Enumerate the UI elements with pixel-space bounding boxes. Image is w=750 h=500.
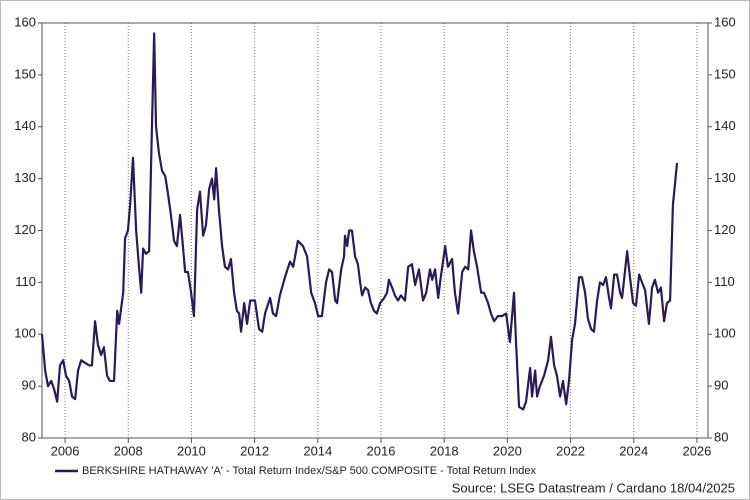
y2-tick-label: 140 [714, 118, 736, 133]
y-tick-label: 100 [14, 326, 36, 341]
x-tick-label: 2014 [303, 443, 332, 458]
y-tick-label: 90 [22, 378, 36, 393]
y-tick-label: 130 [14, 170, 36, 185]
y2-tick-label: 160 [714, 14, 736, 29]
y-tick-label: 120 [14, 222, 36, 237]
y-tick-label: 160 [14, 14, 36, 29]
y-tick-label: 110 [15, 274, 36, 289]
x-tick-label: 2008 [114, 443, 143, 458]
y2-tick-label: 150 [714, 66, 736, 81]
x-tick-label: 2026 [682, 443, 711, 458]
y2-tick-label: 90 [714, 378, 728, 393]
x-tick-label: 2012 [240, 443, 269, 458]
x-tick-label: 2022 [556, 443, 585, 458]
y2-tick-label: 80 [714, 429, 728, 444]
y2-tick-label: 130 [714, 170, 736, 185]
x-tick-label: 2010 [177, 443, 206, 458]
y-tick-label: 150 [14, 66, 36, 81]
y-tick-label: 80 [22, 429, 36, 444]
y2-tick-label: 110 [714, 274, 735, 289]
legend-label: BERKSHIRE HATHAWAY 'A' - Total Return In… [82, 465, 536, 477]
series-line [40, 32, 679, 411]
x-tick-label: 2006 [51, 443, 80, 458]
x-tick-label: 2024 [619, 443, 648, 458]
y2-tick-label: 100 [714, 326, 736, 341]
x-tick-label: 2016 [367, 443, 396, 458]
source: Source: LSEG Datastream / Cardano 18/04/… [452, 480, 735, 495]
y-tick-label: 140 [14, 118, 36, 133]
x-tick-label: 2020 [493, 443, 522, 458]
x-tick-label: 2018 [430, 443, 459, 458]
y2-tick-label: 120 [714, 222, 736, 237]
